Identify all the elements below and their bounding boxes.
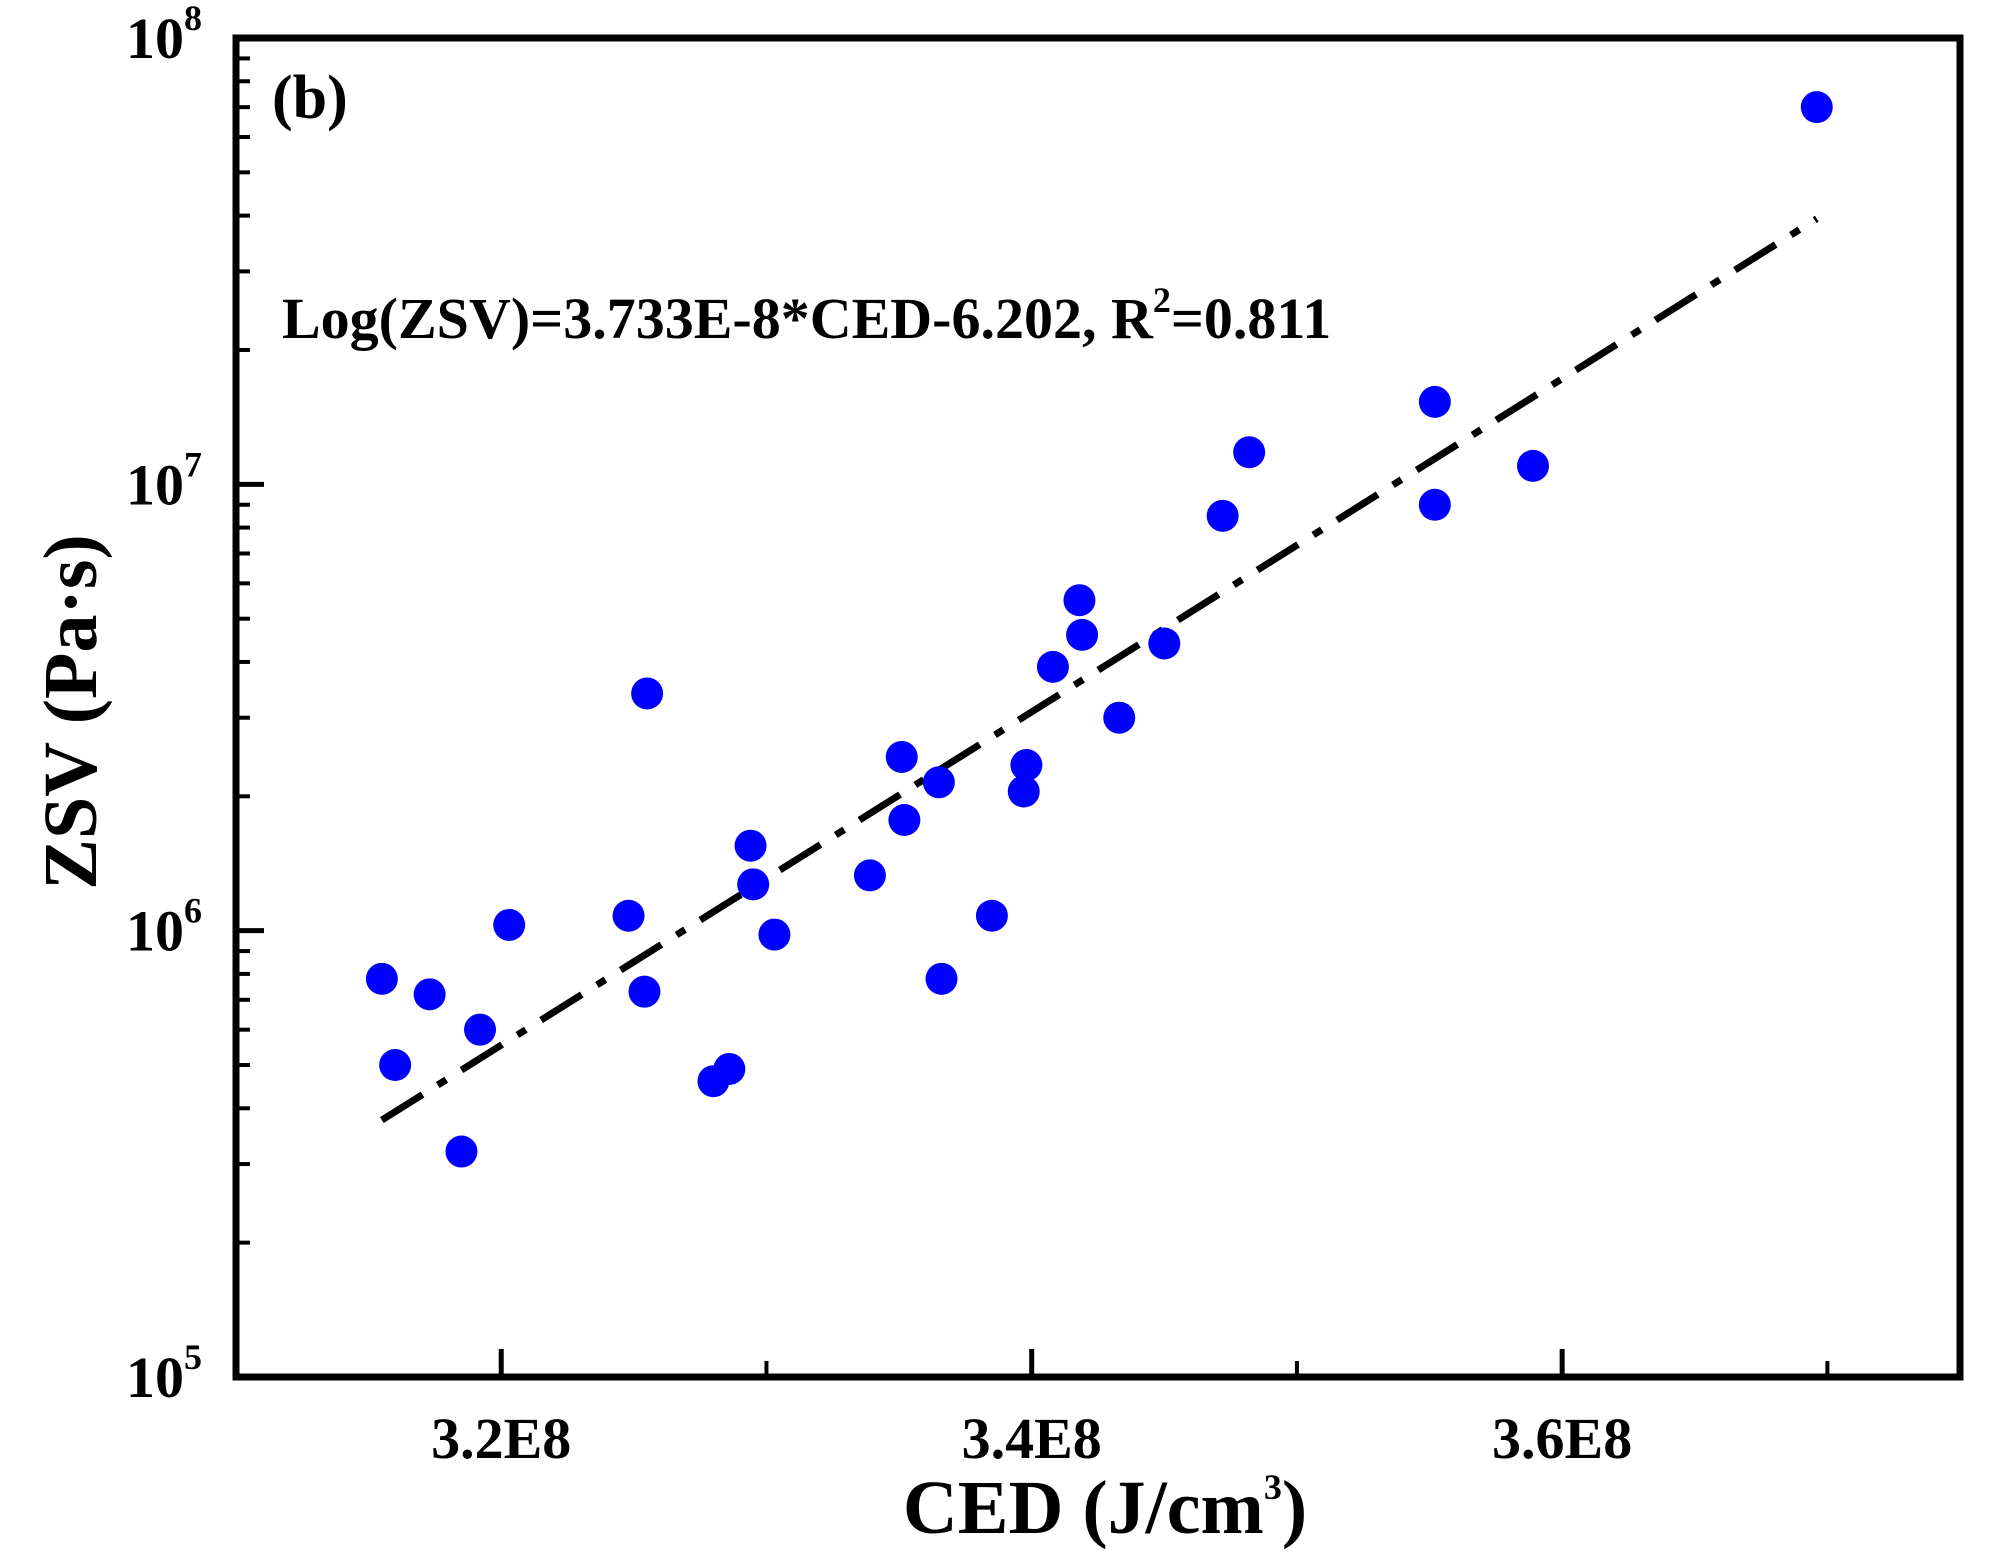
y-tick-exponent: 5 xyxy=(184,1337,202,1377)
x-axis-title-text: CED (J/cm xyxy=(903,1466,1264,1550)
data-point xyxy=(1010,749,1043,782)
x-tick-label: 3.6E8 xyxy=(1492,1406,1632,1471)
fit-equation-text: Log(ZSV)=3.733E-8*CED-6.202, R xyxy=(282,286,1154,351)
y-tick-exponent: 6 xyxy=(184,891,202,931)
data-point xyxy=(1066,618,1099,651)
data-point xyxy=(365,962,398,995)
data-point xyxy=(493,908,526,941)
fit-line-layer xyxy=(380,215,1819,1124)
data-point xyxy=(1418,385,1451,418)
x-axis-title: CED (J/cm3) xyxy=(903,1466,1307,1550)
x-axis-title-superscript: 3 xyxy=(1264,1467,1282,1507)
x-tick-label: 3.2E8 xyxy=(431,1406,571,1471)
y-tick-exponent: 7 xyxy=(184,444,202,484)
data-point xyxy=(612,899,645,932)
data-point xyxy=(885,740,918,773)
data-point xyxy=(1007,775,1040,808)
data-points xyxy=(365,91,1833,1168)
y-tick-label: 108 xyxy=(126,0,202,71)
data-point xyxy=(1063,584,1096,617)
panel-label: (b) xyxy=(272,64,348,132)
data-point xyxy=(922,766,955,799)
y-tick-base: 10 xyxy=(126,452,184,517)
data-point xyxy=(445,1135,478,1168)
y-tick-base: 10 xyxy=(126,1345,184,1410)
data-point xyxy=(888,803,921,836)
data-point xyxy=(1516,449,1549,482)
data-point xyxy=(758,918,791,951)
data-point xyxy=(925,962,958,995)
data-point xyxy=(975,899,1008,932)
fit-equation-superscript: 2 xyxy=(1153,280,1171,320)
y-tick-base: 10 xyxy=(126,899,184,964)
y-tick-exponent: 8 xyxy=(184,0,202,38)
fit-equation-suffix: =0.811 xyxy=(1171,286,1331,351)
data-point xyxy=(734,829,767,862)
x-axis-ticks: 3.2E8 3.4E8 3.6E8 xyxy=(431,1349,1830,1471)
data-point xyxy=(379,1049,412,1082)
data-point xyxy=(1206,499,1239,532)
data-point xyxy=(853,859,886,892)
data-point xyxy=(413,978,446,1011)
y-tick-base: 10 xyxy=(126,6,184,71)
data-point xyxy=(628,975,661,1008)
fit-equation: Log(ZSV)=3.733E-8*CED-6.202, R2=0.811 xyxy=(282,280,1331,351)
data-point xyxy=(1233,436,1266,469)
y-tick-label: 107 xyxy=(126,444,202,517)
plot-frame xyxy=(232,34,1964,1381)
y-axis-title: ZSV (Pa·s) xyxy=(29,534,113,889)
fit-line xyxy=(380,215,1819,1124)
data-point xyxy=(1800,91,1833,124)
y-tick-label: 105 xyxy=(126,1337,202,1410)
data-point xyxy=(1103,701,1136,734)
data-point xyxy=(1418,488,1451,521)
data-point xyxy=(713,1052,746,1085)
x-tick-label: 3.4E8 xyxy=(962,1406,1102,1471)
data-point xyxy=(737,868,770,901)
data-point xyxy=(631,677,664,710)
x-axis-title-tail: ) xyxy=(1282,1466,1307,1550)
data-point xyxy=(1148,627,1181,660)
y-tick-label: 106 xyxy=(126,891,202,964)
data-point xyxy=(464,1013,497,1046)
data-point xyxy=(1036,650,1069,683)
